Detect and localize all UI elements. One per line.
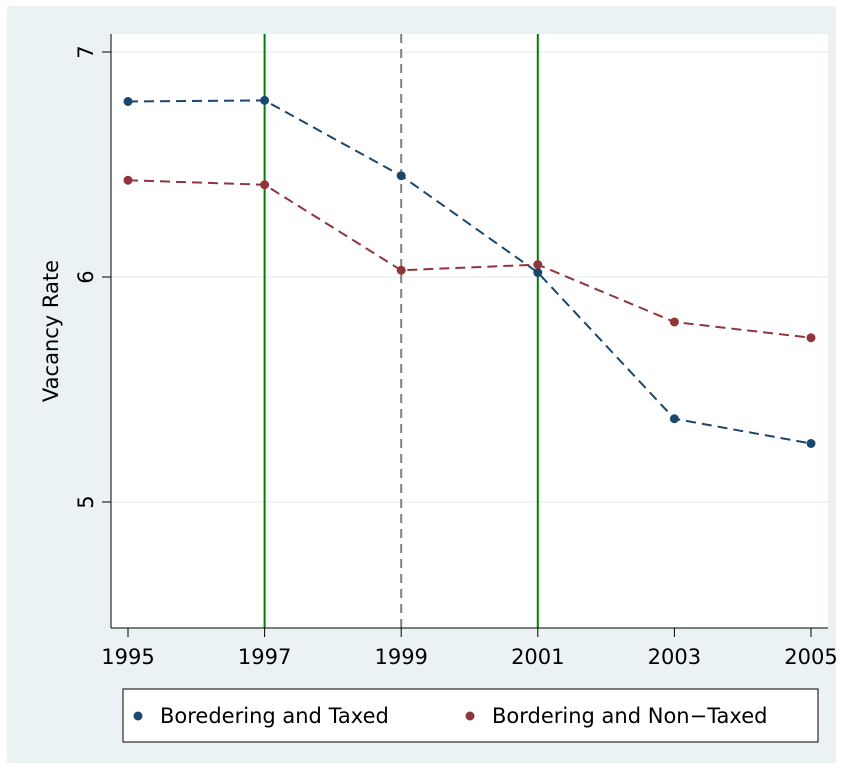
data-point bbox=[260, 95, 270, 105]
y-tick-label: 7 bbox=[74, 45, 98, 58]
x-tick-label: 1997 bbox=[238, 645, 291, 669]
data-point bbox=[396, 171, 406, 181]
y-tick-label: 6 bbox=[74, 270, 98, 283]
legend-label: Boredering and Taxed bbox=[160, 704, 389, 728]
x-tick-label: 1995 bbox=[101, 645, 154, 669]
legend: Boredering and Taxed Bordering and Non−Ta… bbox=[122, 688, 819, 743]
y-axis: 5 6 7 bbox=[74, 45, 111, 509]
data-point bbox=[669, 414, 679, 424]
data-point bbox=[396, 265, 406, 275]
data-point bbox=[260, 180, 270, 190]
series-line bbox=[127, 99, 812, 445]
data-point bbox=[806, 333, 816, 343]
x-tick-label: 1999 bbox=[374, 645, 427, 669]
series-line bbox=[127, 179, 812, 339]
legend-item: Bordering and Non−Taxed bbox=[465, 704, 767, 728]
y-axis-label: Vacancy Rate bbox=[39, 260, 63, 402]
legend-marker bbox=[465, 711, 475, 721]
x-tick-label: 2001 bbox=[511, 645, 564, 669]
x-tick-label: 2005 bbox=[784, 645, 837, 669]
data-point bbox=[533, 268, 543, 277]
series-0 bbox=[123, 95, 816, 448]
legend-label: Bordering and Non−Taxed bbox=[492, 704, 767, 728]
data-point bbox=[669, 317, 679, 327]
grid-lines bbox=[111, 51, 828, 503]
data-point bbox=[123, 97, 133, 106]
x-axis: 1995 1997 1999 2001 2003 2005 bbox=[101, 628, 838, 669]
legend-item: Boredering and Taxed bbox=[133, 704, 389, 728]
data-point bbox=[806, 439, 816, 448]
plot-area bbox=[111, 34, 828, 628]
x-tick-label: 2003 bbox=[648, 645, 701, 669]
y-tick-label: 5 bbox=[74, 495, 98, 508]
data-point bbox=[123, 175, 133, 185]
series-1 bbox=[123, 175, 816, 343]
legend-marker bbox=[133, 711, 143, 721]
data-point bbox=[533, 260, 543, 270]
series bbox=[123, 95, 816, 448]
reference-lines bbox=[263, 34, 539, 628]
